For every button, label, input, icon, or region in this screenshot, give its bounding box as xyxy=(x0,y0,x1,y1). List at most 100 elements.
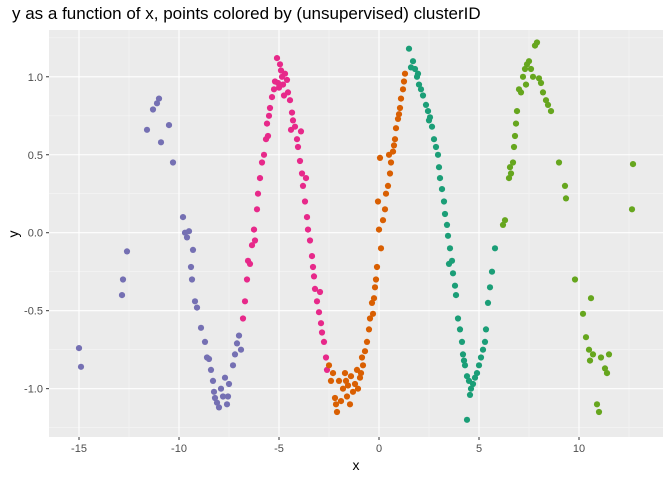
data-point-cluster-5 xyxy=(535,75,543,82)
data-point-cluster-2 xyxy=(263,120,271,127)
x-tick-label: -10 xyxy=(171,443,187,455)
data-point-cluster-1 xyxy=(187,263,195,271)
data-point-cluster-2 xyxy=(248,242,256,249)
data-point-cluster-1 xyxy=(233,340,241,347)
data-point-cluster-3 xyxy=(390,142,398,149)
data-point-cluster-5 xyxy=(519,73,527,80)
data-point-cluster-4 xyxy=(454,315,462,322)
data-point-cluster-2 xyxy=(243,276,251,283)
data-point-cluster-4 xyxy=(441,210,449,218)
data-point-cluster-2 xyxy=(298,170,306,177)
data-point-cluster-2 xyxy=(318,329,326,336)
data-point-cluster-2 xyxy=(239,315,247,322)
data-point-cluster-1 xyxy=(209,377,217,384)
data-point-cluster-2 xyxy=(299,182,307,189)
data-point-cluster-5 xyxy=(510,143,518,151)
data-point-cluster-2 xyxy=(303,214,311,221)
data-point-cluster-1 xyxy=(235,332,243,339)
data-point-cluster-3 xyxy=(375,226,383,233)
data-point-cluster-3 xyxy=(354,385,362,392)
data-point-cluster-5 xyxy=(605,351,613,358)
data-point-cluster-1 xyxy=(205,355,213,363)
data-point-cluster-3 xyxy=(342,377,350,384)
data-point-cluster-1 xyxy=(224,393,232,400)
data-point-cluster-5 xyxy=(585,346,593,353)
data-point-cluster-2 xyxy=(315,309,323,316)
data-point-cluster-5 xyxy=(525,58,533,65)
data-point-cluster-3 xyxy=(351,380,359,388)
data-point-cluster-3 xyxy=(384,182,392,189)
data-point-cluster-4 xyxy=(466,391,474,398)
data-point-cluster-4 xyxy=(486,284,494,291)
data-point-cluster-3 xyxy=(365,326,373,333)
data-point-cluster-3 xyxy=(394,115,402,122)
data-point-cluster-1 xyxy=(123,248,131,255)
data-point-cluster-1 xyxy=(221,374,229,381)
data-point-cluster-5 xyxy=(507,170,515,177)
data-point-cluster-3 xyxy=(341,370,349,377)
data-point-cluster-4 xyxy=(458,338,466,345)
data-point-cluster-1 xyxy=(183,234,191,241)
x-tick-label: 5 xyxy=(476,443,482,455)
data-point-cluster-4 xyxy=(430,136,438,143)
data-point-cluster-4 xyxy=(491,245,499,252)
data-point-cluster-5 xyxy=(544,101,552,108)
data-point-cluster-4 xyxy=(435,164,443,171)
data-point-cluster-1 xyxy=(201,338,209,345)
data-point-cluster-5 xyxy=(537,79,545,87)
data-point-cluster-1 xyxy=(211,394,219,402)
data-point-cluster-5 xyxy=(512,120,520,127)
data-point-cluster-2 xyxy=(266,104,274,112)
data-point-cluster-1 xyxy=(207,366,215,373)
data-point-cluster-2 xyxy=(320,338,328,345)
data-point-cluster-4 xyxy=(475,362,483,369)
data-point-cluster-4 xyxy=(438,186,446,193)
data-point-cluster-2 xyxy=(296,157,304,165)
data-point-cluster-2 xyxy=(260,151,268,158)
data-point-cluster-1 xyxy=(119,276,127,283)
data-point-cluster-4 xyxy=(411,65,419,73)
data-point-cluster-3 xyxy=(382,190,390,197)
data-point-cluster-2 xyxy=(276,61,284,68)
data-point-cluster-3 xyxy=(361,348,369,355)
data-point-cluster-1 xyxy=(157,139,165,146)
data-point-cluster-1 xyxy=(149,106,157,113)
data-point-cluster-4 xyxy=(415,81,423,88)
data-point-cluster-4 xyxy=(482,326,490,333)
data-point-cluster-1 xyxy=(179,214,187,221)
data-point-cluster-3 xyxy=(396,104,404,112)
data-point-cluster-3 xyxy=(399,86,407,93)
data-point-cluster-3 xyxy=(374,198,382,205)
data-point-cluster-4 xyxy=(481,338,489,345)
data-point-cluster-3 xyxy=(392,125,400,132)
chart-title: y as a function of x, points colored by … xyxy=(12,4,481,23)
data-point-cluster-4 xyxy=(434,151,442,158)
data-point-cluster-2 xyxy=(287,126,295,133)
y-tick-label: -0.5 xyxy=(24,306,43,318)
data-point-cluster-1 xyxy=(189,246,197,253)
data-point-cluster-2 xyxy=(250,226,258,233)
data-point-cluster-5 xyxy=(586,357,594,364)
data-point-cluster-2 xyxy=(304,226,312,233)
data-point-cluster-3 xyxy=(377,245,385,252)
data-point-cluster-2 xyxy=(286,97,294,104)
data-point-cluster-3 xyxy=(327,377,335,384)
data-point-cluster-4 xyxy=(473,370,481,377)
data-point-cluster-4 xyxy=(419,92,427,99)
data-point-cluster-3 xyxy=(335,377,343,384)
data-point-cluster-2 xyxy=(270,86,278,93)
data-point-cluster-2 xyxy=(258,159,266,166)
data-point-cluster-2 xyxy=(268,94,276,101)
data-point-cluster-5 xyxy=(555,159,563,166)
plot-panel xyxy=(49,30,663,437)
data-point-cluster-5 xyxy=(542,97,550,104)
data-point-cluster-2 xyxy=(306,237,314,244)
data-point-cluster-4 xyxy=(417,86,425,93)
data-point-cluster-3 xyxy=(395,111,403,118)
data-point-cluster-2 xyxy=(277,67,285,74)
data-point-cluster-3 xyxy=(346,401,354,408)
data-point-cluster-1 xyxy=(217,385,225,392)
data-point-cluster-1 xyxy=(225,380,233,388)
data-point-cluster-3 xyxy=(379,217,387,224)
data-point-cluster-5 xyxy=(603,370,611,377)
